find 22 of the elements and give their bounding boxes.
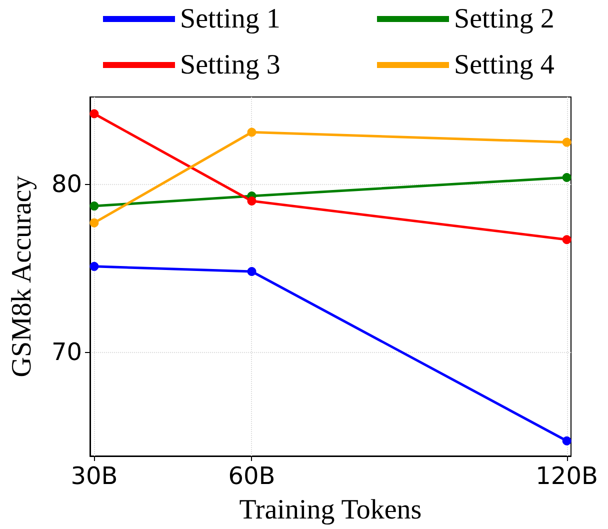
y-tick-label: 80 <box>51 170 82 198</box>
y-axis-title: GSM8k Accuracy <box>6 176 38 378</box>
point <box>562 138 572 147</box>
point <box>562 235 572 244</box>
x-tick-label: 60B <box>228 462 276 490</box>
point <box>90 218 99 228</box>
point <box>90 202 99 211</box>
point <box>562 173 572 182</box>
x-tick-label: 120B <box>536 462 598 490</box>
point <box>247 128 256 137</box>
point <box>247 196 256 206</box>
legend-label: Setting 3 <box>180 50 280 80</box>
legend-label: Setting 1 <box>180 4 280 34</box>
x-tick-label: 30B <box>70 462 118 490</box>
legend-label: Setting 4 <box>454 50 554 80</box>
point <box>90 262 99 271</box>
point <box>562 436 572 446</box>
point <box>247 266 256 276</box>
x-axis-title: Training Tokens <box>239 494 422 526</box>
y-tick-label: 70 <box>51 338 82 366</box>
legend-label: Setting 2 <box>454 4 554 34</box>
point <box>90 109 99 118</box>
